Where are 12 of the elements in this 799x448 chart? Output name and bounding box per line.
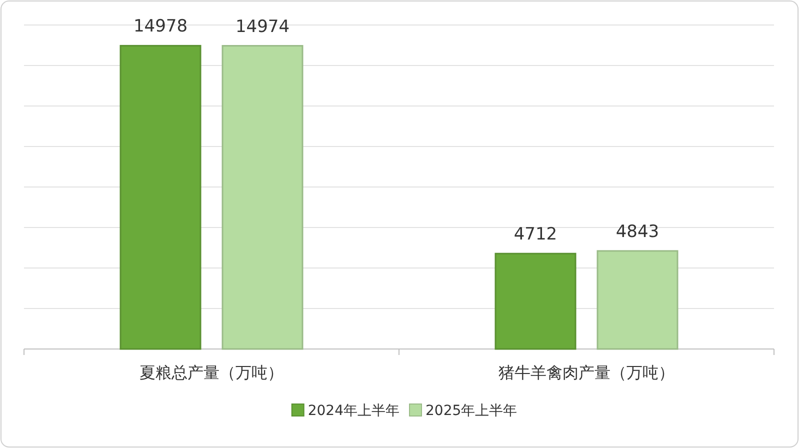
data-label: 4843 [616,222,660,242]
bar [494,252,576,350]
legend-label: 2025年上半年 [426,403,518,419]
bar [222,45,304,350]
bar [120,44,202,350]
x-tick-label: 猪牛羊禽肉产量（万吨） [498,363,674,382]
data-label: 14978 [133,16,188,37]
data-label: 14974 [235,16,290,37]
legend-label: 2024年上半年 [308,403,400,419]
x-tick-label: 夏粮总产量（万吨） [140,363,284,382]
bar [596,250,678,350]
data-label: 4712 [514,224,558,245]
